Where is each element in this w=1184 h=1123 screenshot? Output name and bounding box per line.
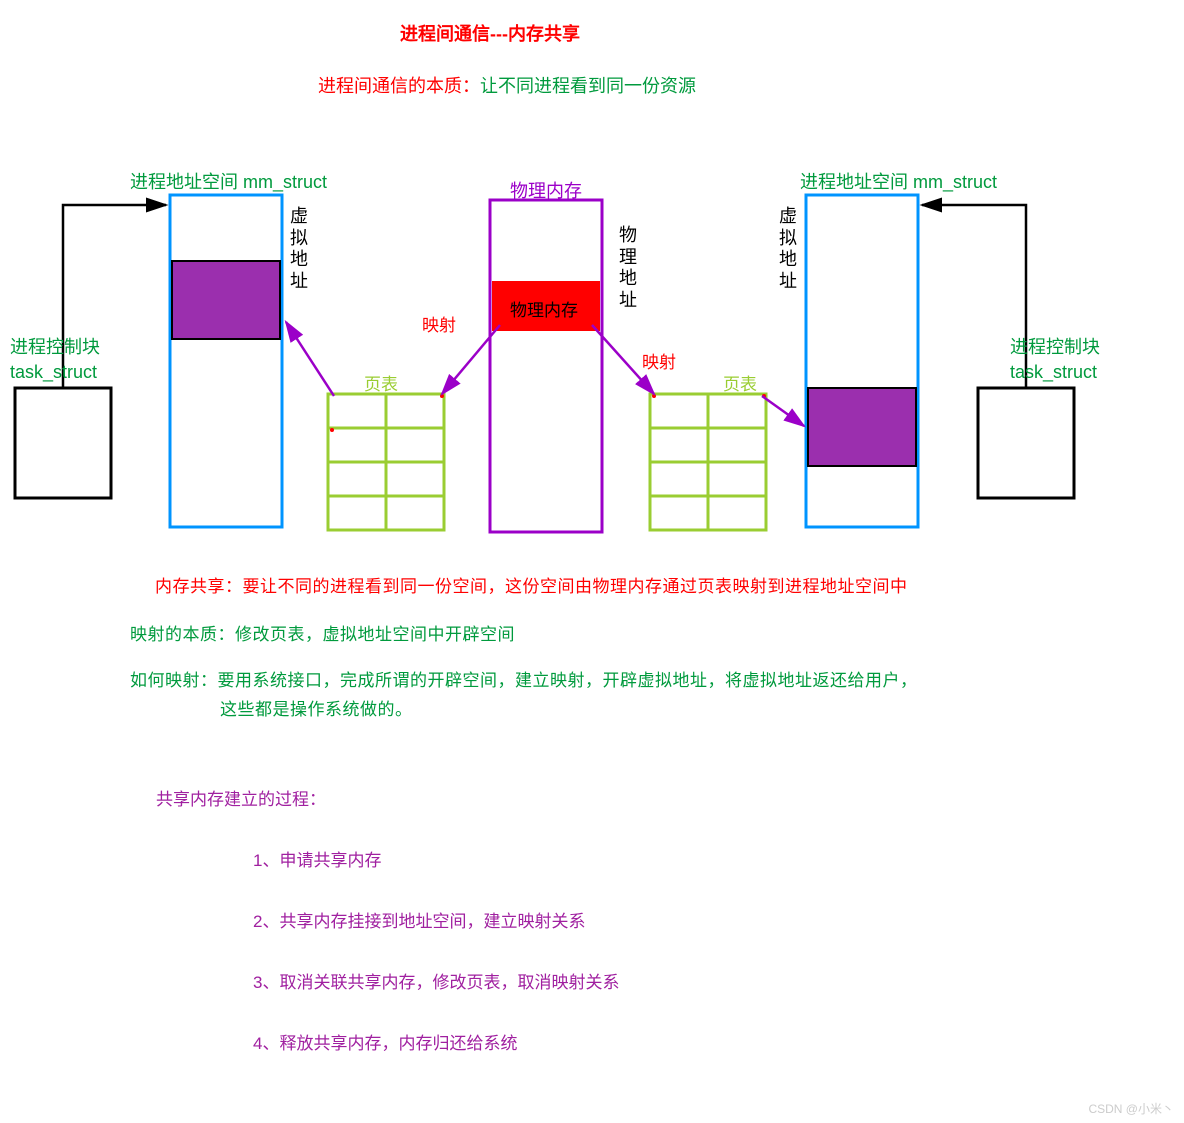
physical-memory-block-label: 物理内存	[510, 296, 578, 321]
paragraph-how-to-map-line1: 如何映射：要用系统接口，完成所谓的开辟空间，建立映射，开辟虚拟地址，将虚拟地址返…	[130, 667, 918, 696]
process-step-3: 3、取消关联共享内存，修改页表，取消映射关系	[253, 968, 619, 993]
page-table-left-label: 页表	[364, 370, 398, 395]
process-step-2: 2、共享内存挂接到地址空间，建立映射关系	[253, 907, 585, 932]
subtitle-suffix: 让不同进程看到同一份资源	[480, 76, 696, 96]
map-right-label: 映射	[642, 348, 676, 373]
addr-space-right-mapped-region	[808, 388, 916, 466]
map-left-label: 映射	[422, 311, 456, 336]
subtitle-prefix: 进程间通信的本质：	[318, 76, 480, 96]
addr-space-left-mapped-region	[172, 261, 280, 339]
page-table-left	[328, 394, 444, 530]
process-step-4: 4、释放共享内存，内存归还给系统	[253, 1029, 517, 1054]
process-step-1: 1、申请共享内存	[253, 846, 381, 871]
process-title: 共享内存建立的过程：	[156, 785, 326, 810]
subtitle: 进程间通信的本质：让不同进程看到同一份资源	[318, 72, 696, 98]
paragraph-mapping-essence: 映射的本质：修改页表，虚拟地址空间中开辟空间	[130, 620, 515, 645]
task-struct-left-line1: 进程控制块	[10, 335, 100, 360]
arrow-page-right-to-addr	[762, 396, 804, 426]
physical-memory-title: 物理内存	[510, 177, 582, 203]
virtual-addr-left-label: 虚拟地址	[290, 206, 308, 292]
watermark: CSDN @小米丶	[1088, 1100, 1174, 1117]
task-struct-right-line2: task_struct	[1010, 360, 1100, 385]
physical-memory-box	[490, 200, 602, 532]
paragraph-how-to-map: 如何映射：要用系统接口，完成所谓的开辟空间，建立映射，开辟虚拟地址，将虚拟地址返…	[130, 667, 918, 725]
physical-addr-vertical-label: 物理地址	[619, 225, 637, 311]
arrow-page-left-to-addr	[286, 322, 334, 396]
page-title: 进程间通信---内存共享	[400, 20, 580, 46]
addr-space-left-label: 进程地址空间 mm_struct	[130, 168, 327, 194]
page-table-right	[650, 394, 766, 530]
addr-space-right-box	[806, 195, 918, 527]
virtual-addr-right-label: 虚拟地址	[779, 206, 797, 292]
page-table-right-label: 页表	[723, 370, 757, 395]
addr-space-left-box	[170, 195, 282, 527]
task-struct-left-label: 进程控制块 task_struct	[10, 335, 100, 385]
task-struct-left-line2: task_struct	[10, 360, 100, 385]
paragraph-how-to-map-line2: 这些都是操作系统做的。	[130, 696, 918, 725]
paragraph-memory-share: 内存共享：要让不同的进程看到同一份空间，这份空间由物理内存通过页表映射到进程地址…	[155, 572, 908, 597]
task-struct-left-box	[15, 388, 111, 498]
task-struct-right-label: 进程控制块 task_struct	[1010, 335, 1100, 385]
addr-space-right-label: 进程地址空间 mm_struct	[800, 168, 997, 194]
task-struct-right-line1: 进程控制块	[1010, 335, 1100, 360]
task-struct-right-box	[978, 388, 1074, 498]
